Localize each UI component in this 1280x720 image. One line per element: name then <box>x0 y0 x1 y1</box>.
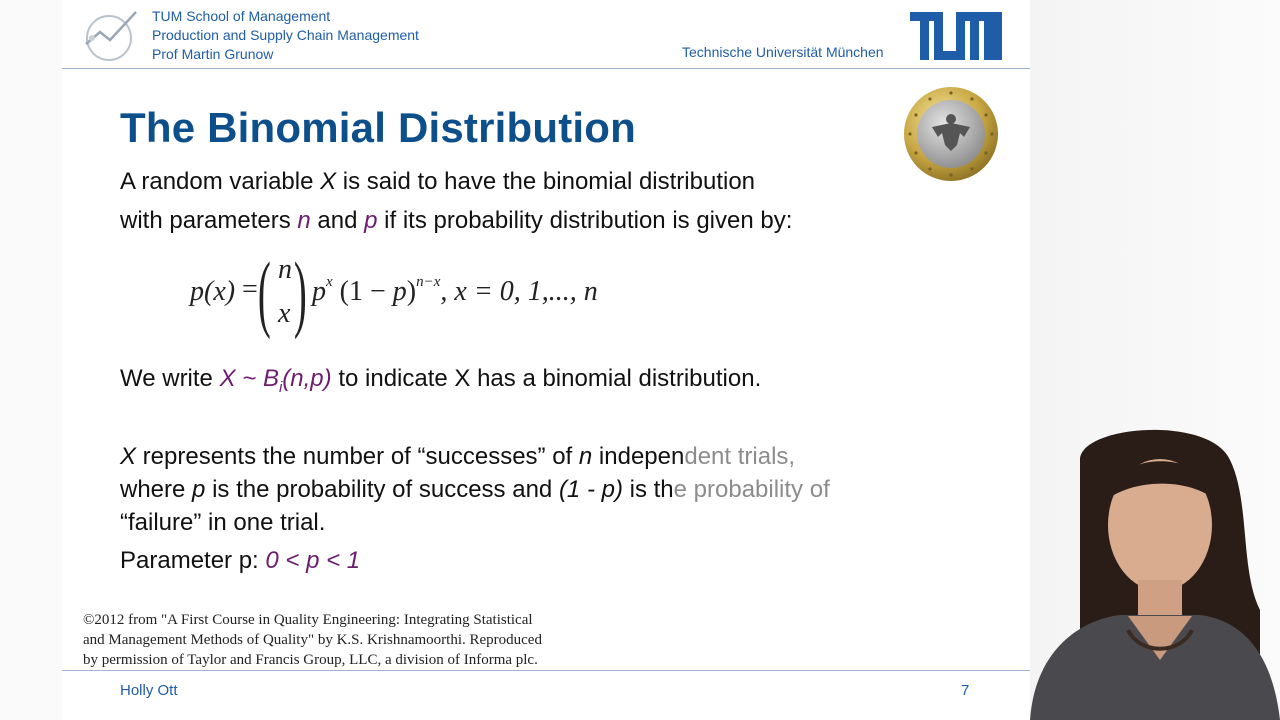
represents-text: indepen <box>592 443 685 470</box>
variable-p: p <box>192 476 206 503</box>
parameter-line: Parameter p: 0 < p < 1 <box>120 547 360 575</box>
notation-args: (n,p) <box>282 365 332 392</box>
formula-range: , x = 0, 1,..., n <box>440 276 598 307</box>
binom-top: n <box>278 254 292 285</box>
parameter-p: p <box>364 207 378 234</box>
credit-line: and Management Methods of Quality" by K.… <box>83 632 542 648</box>
header-school: TUM School of Management <box>152 8 331 24</box>
intro-line-1: A random variable X is said to have the … <box>120 168 755 196</box>
intro-text: with parameters <box>120 207 298 234</box>
header-professor: Prof Martin Grunow <box>152 46 274 62</box>
represents-text: is th <box>622 476 674 503</box>
intro-text: A random variable <box>120 168 321 195</box>
failure-probability: (1 - p) <box>558 476 623 503</box>
page-number: 7 <box>961 682 970 699</box>
left-margin <box>0 0 62 720</box>
notation-line: We write X ~ Bi(n,p) to indicate X has a… <box>120 365 761 396</box>
slide-title: The Binomial Distribution <box>120 104 636 151</box>
formula-exponent-x: x <box>326 274 333 290</box>
tum-school-logo-icon <box>85 11 137 61</box>
formula-paren: (1 − <box>339 276 393 307</box>
represents-text: where <box>120 476 193 503</box>
formula-lhs: p(x) <box>190 276 236 307</box>
formula-paren: ) <box>406 276 417 307</box>
left-paren: ( <box>257 244 271 340</box>
represents-text-faded: dent trials, <box>684 443 796 470</box>
represents-text-faded: e probability of <box>673 476 830 503</box>
formula-equals: = <box>242 274 258 305</box>
credit-line: ©2012 from "A First Course in Quality En… <box>83 612 533 628</box>
presenter-video <box>1030 429 1280 720</box>
university-name: Technische Universität München <box>682 44 884 60</box>
formula-p: p <box>392 276 407 307</box>
euro-coin-eagle-icon <box>904 87 998 181</box>
parameter-label: Parameter p: <box>120 547 266 574</box>
represents-line-1: X represents the number of “successes” o… <box>120 443 795 471</box>
footer-divider <box>62 670 1030 671</box>
notation-subscript: i <box>278 378 283 396</box>
tum-logo-icon <box>910 12 1002 60</box>
parameter-n: n <box>297 207 311 234</box>
header-divider <box>62 68 1030 69</box>
intro-text: is said to have the binomial distributio… <box>336 168 756 195</box>
footer-presenter-name: Holly Ott <box>120 682 178 699</box>
header-chair: Production and Supply Chain Management <box>152 27 419 43</box>
formula-exponent-nx: n−x <box>416 274 441 290</box>
binomial-coefficient: ( n x ) <box>257 244 312 340</box>
variable-x: X <box>120 443 137 470</box>
formula-rhs: px (1 − p)n−x, x = 0, 1,..., n <box>312 274 598 308</box>
parameter-range: 0 < p < 1 <box>265 547 361 574</box>
formula-p: p <box>312 276 326 307</box>
represents-text: represents the number of “successes” of <box>136 443 579 470</box>
variable-x: X <box>320 168 337 195</box>
notation-text: to indicate X has a binomial distributio… <box>331 365 762 392</box>
header-affiliation: TUM School of Management Production and … <box>152 7 419 64</box>
variable-n: n <box>578 443 593 470</box>
represents-text: is the probability of success and <box>205 476 559 503</box>
intro-line-2: with parameters n and p if its probabili… <box>120 207 792 235</box>
right-paren: ) <box>293 244 307 340</box>
credit-line: by permission of Taylor and Francis Grou… <box>83 652 538 668</box>
notation-text: We write <box>120 365 220 392</box>
notation-symbol: X ~ B <box>219 365 279 392</box>
binom-bottom: x <box>278 298 291 329</box>
intro-text: and <box>310 207 365 234</box>
represents-line-2: where p is the probability of success an… <box>120 476 830 504</box>
represents-line-3: “failure” in one trial. <box>120 509 326 536</box>
copyright-credit: ©2012 from "A First Course in Quality En… <box>83 610 542 670</box>
intro-text: if its probability distribution is given… <box>377 207 793 234</box>
